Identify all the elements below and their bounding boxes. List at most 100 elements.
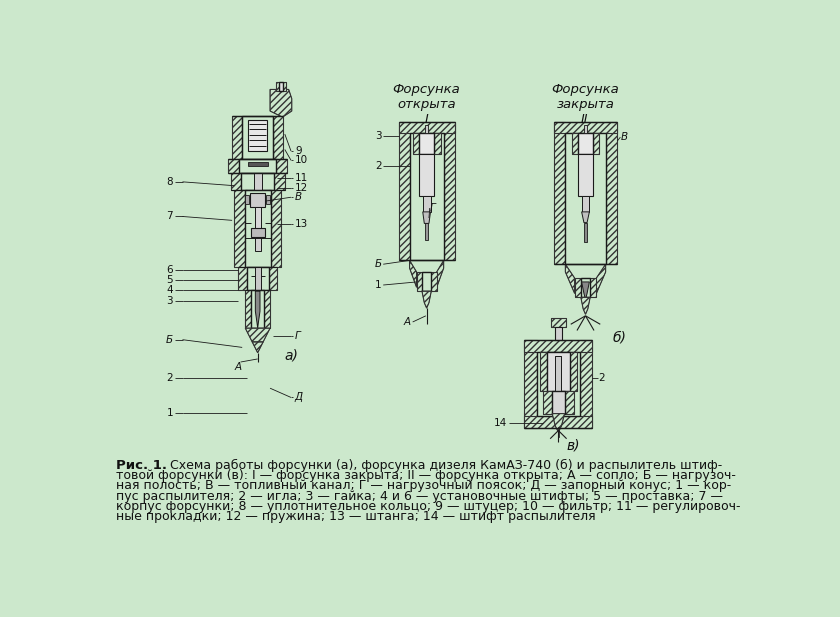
Polygon shape — [252, 342, 263, 353]
Bar — [417, 272, 437, 291]
Text: 2: 2 — [166, 373, 173, 383]
Bar — [239, 159, 276, 173]
Bar — [232, 117, 242, 159]
Text: I: I — [425, 112, 428, 125]
Bar — [232, 117, 242, 159]
Bar — [584, 125, 587, 133]
Bar — [551, 318, 566, 328]
Bar — [554, 122, 565, 264]
Bar — [554, 122, 617, 133]
Bar — [552, 391, 564, 413]
Bar — [580, 278, 591, 297]
Bar — [399, 122, 410, 260]
Text: 5: 5 — [166, 275, 173, 286]
Bar — [580, 340, 592, 428]
Bar — [571, 133, 578, 154]
Bar — [423, 196, 431, 212]
Bar — [524, 416, 592, 428]
Bar — [230, 173, 241, 189]
Text: Форсунка
закрыта: Форсунка закрыта — [552, 83, 619, 111]
Bar — [270, 189, 281, 267]
Text: Д: Д — [295, 392, 303, 402]
Bar — [248, 162, 268, 167]
Bar — [273, 117, 283, 159]
Bar — [554, 122, 565, 264]
Bar — [555, 356, 561, 394]
Text: б): б) — [612, 330, 627, 344]
Bar — [417, 272, 437, 291]
Bar — [249, 120, 267, 151]
Bar — [425, 125, 428, 133]
Text: 11: 11 — [295, 173, 308, 183]
Text: 9: 9 — [295, 146, 302, 156]
Bar — [255, 238, 260, 251]
Text: 1: 1 — [166, 408, 173, 418]
Text: Форсунка
открыта: Форсунка открыта — [393, 83, 460, 111]
Bar — [606, 122, 617, 264]
Bar — [276, 81, 286, 91]
Bar — [245, 195, 249, 204]
Bar — [254, 173, 261, 193]
Polygon shape — [270, 89, 291, 117]
Bar — [564, 391, 574, 413]
Bar — [269, 267, 277, 289]
Bar — [422, 272, 431, 291]
Bar — [434, 133, 440, 154]
Text: пус распылителя; 2 — игла; 3 — гайка; 4 и 6 — установочные штифты; 5 — проставка: пус распылителя; 2 — игла; 3 — гайка; 4 … — [116, 489, 723, 502]
Bar — [606, 122, 617, 264]
Text: ная полость; В — топливный канал; Г — нагрузочный поясок; Д — запорный конус; 1 : ная полость; В — топливный канал; Г — на… — [116, 479, 731, 492]
Text: А: А — [234, 362, 242, 372]
Bar — [251, 289, 264, 328]
Bar — [274, 173, 285, 189]
Bar — [524, 340, 537, 428]
Bar — [250, 228, 265, 238]
Bar — [279, 81, 283, 91]
Bar — [565, 133, 606, 264]
Text: ные прокладки; 12 — пружина; 13 — штанга; 14 — штифт распылителя: ные прокладки; 12 — пружина; 13 — штанга… — [116, 510, 596, 523]
Bar — [234, 189, 244, 267]
Bar — [578, 154, 593, 196]
Bar — [575, 278, 596, 297]
Bar — [540, 352, 547, 391]
Polygon shape — [565, 264, 575, 294]
Polygon shape — [581, 212, 590, 223]
Text: 1: 1 — [375, 280, 381, 290]
Bar — [270, 189, 281, 267]
Bar — [255, 207, 260, 238]
Bar — [578, 133, 593, 154]
Polygon shape — [596, 264, 606, 294]
Text: а): а) — [285, 349, 299, 363]
Bar — [575, 278, 596, 297]
Text: товой форсунки (в): I — форсунка закрыта; II — форсунка открыта; А — сопло; Б — : товой форсунки (в): I — форсунка закрыта… — [116, 469, 736, 482]
Bar — [234, 189, 244, 267]
Text: 3: 3 — [375, 131, 381, 141]
Text: В: В — [295, 193, 302, 202]
Bar — [230, 173, 241, 189]
Bar — [412, 133, 419, 154]
Bar — [570, 352, 577, 391]
Text: корпус форсунки; 8 — уплотнительное кольцо; 9 — штуцер; 10 — фильтр; 11 — регули: корпус форсунки; 8 — уплотнительное коль… — [116, 500, 740, 513]
Bar — [551, 318, 566, 328]
Bar — [593, 133, 600, 154]
Text: 2: 2 — [599, 373, 606, 383]
Polygon shape — [245, 328, 270, 342]
Bar — [558, 428, 559, 437]
Polygon shape — [422, 291, 431, 308]
Bar — [399, 122, 410, 260]
Text: Б: Б — [375, 259, 381, 269]
Bar — [524, 340, 537, 428]
Text: 12: 12 — [295, 183, 308, 193]
Bar — [524, 340, 592, 352]
Polygon shape — [552, 413, 564, 431]
Bar — [228, 159, 239, 173]
Bar — [537, 352, 580, 416]
Text: Схема работы форсунки (а), форсунка дизеля КамАЗ-740 (б) и распылитель штиф-: Схема работы форсунки (а), форсунка дизе… — [158, 459, 722, 472]
Text: 3: 3 — [166, 296, 173, 306]
Bar — [547, 352, 570, 391]
Bar — [524, 416, 592, 428]
Bar — [228, 159, 239, 173]
Bar — [399, 122, 454, 133]
Bar — [266, 195, 270, 204]
Bar — [543, 391, 552, 413]
Bar — [581, 196, 590, 212]
